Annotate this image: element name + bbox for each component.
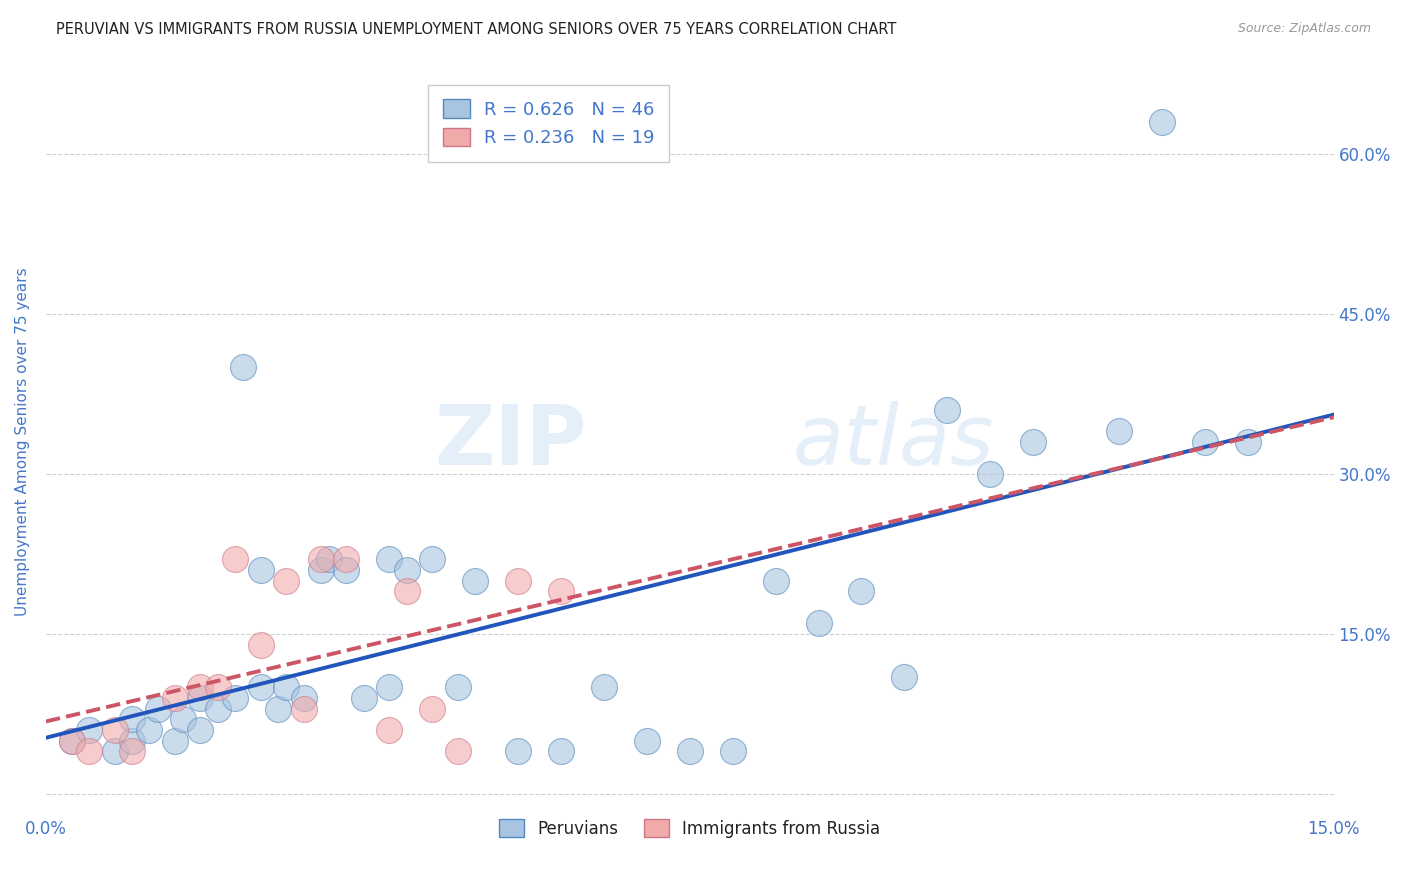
Point — [267, 701, 290, 715]
Point — [104, 744, 127, 758]
Point — [721, 744, 744, 758]
Point — [309, 563, 332, 577]
Text: ZIP: ZIP — [434, 401, 586, 483]
Point — [190, 681, 212, 695]
Point — [1150, 115, 1173, 129]
Point — [190, 723, 212, 737]
Point — [276, 681, 298, 695]
Point — [232, 360, 254, 375]
Point — [1194, 434, 1216, 449]
Point — [378, 723, 401, 737]
Point — [224, 552, 246, 566]
Point — [190, 690, 212, 705]
Point — [936, 403, 959, 417]
Point — [550, 744, 572, 758]
Point — [292, 701, 315, 715]
Point — [765, 574, 787, 588]
Point — [395, 584, 418, 599]
Point — [464, 574, 486, 588]
Point — [420, 552, 443, 566]
Point — [1022, 434, 1045, 449]
Point — [395, 563, 418, 577]
Point — [318, 552, 340, 566]
Point — [163, 690, 186, 705]
Point — [104, 723, 127, 737]
Text: atlas: atlas — [793, 401, 994, 483]
Point — [447, 744, 470, 758]
Point — [249, 681, 271, 695]
Point — [77, 744, 100, 758]
Point — [353, 690, 375, 705]
Point — [292, 690, 315, 705]
Point — [378, 552, 401, 566]
Point — [979, 467, 1001, 481]
Point — [60, 733, 83, 747]
Point — [77, 723, 100, 737]
Point — [224, 690, 246, 705]
Point — [249, 638, 271, 652]
Text: PERUVIAN VS IMMIGRANTS FROM RUSSIA UNEMPLOYMENT AMONG SENIORS OVER 75 YEARS CORR: PERUVIAN VS IMMIGRANTS FROM RUSSIA UNEMP… — [56, 22, 897, 37]
Point — [207, 681, 229, 695]
Point — [335, 552, 357, 566]
Point — [851, 584, 873, 599]
Point — [172, 712, 194, 726]
Point — [679, 744, 702, 758]
Point — [420, 701, 443, 715]
Point — [60, 733, 83, 747]
Point — [447, 681, 470, 695]
Point — [807, 616, 830, 631]
Point — [893, 670, 915, 684]
Point — [207, 701, 229, 715]
Point — [550, 584, 572, 599]
Point — [335, 563, 357, 577]
Point — [309, 552, 332, 566]
Point — [138, 723, 160, 737]
Point — [508, 574, 530, 588]
Point — [1236, 434, 1258, 449]
Point — [1108, 424, 1130, 438]
Point — [378, 681, 401, 695]
Point — [121, 744, 143, 758]
Point — [146, 701, 169, 715]
Text: Source: ZipAtlas.com: Source: ZipAtlas.com — [1237, 22, 1371, 36]
Point — [636, 733, 658, 747]
Point — [163, 733, 186, 747]
Point — [593, 681, 616, 695]
Point — [276, 574, 298, 588]
Point — [508, 744, 530, 758]
Point — [121, 733, 143, 747]
Legend: Peruvians, Immigrants from Russia: Peruvians, Immigrants from Russia — [492, 813, 887, 845]
Point — [121, 712, 143, 726]
Y-axis label: Unemployment Among Seniors over 75 years: Unemployment Among Seniors over 75 years — [15, 268, 30, 616]
Point — [249, 563, 271, 577]
